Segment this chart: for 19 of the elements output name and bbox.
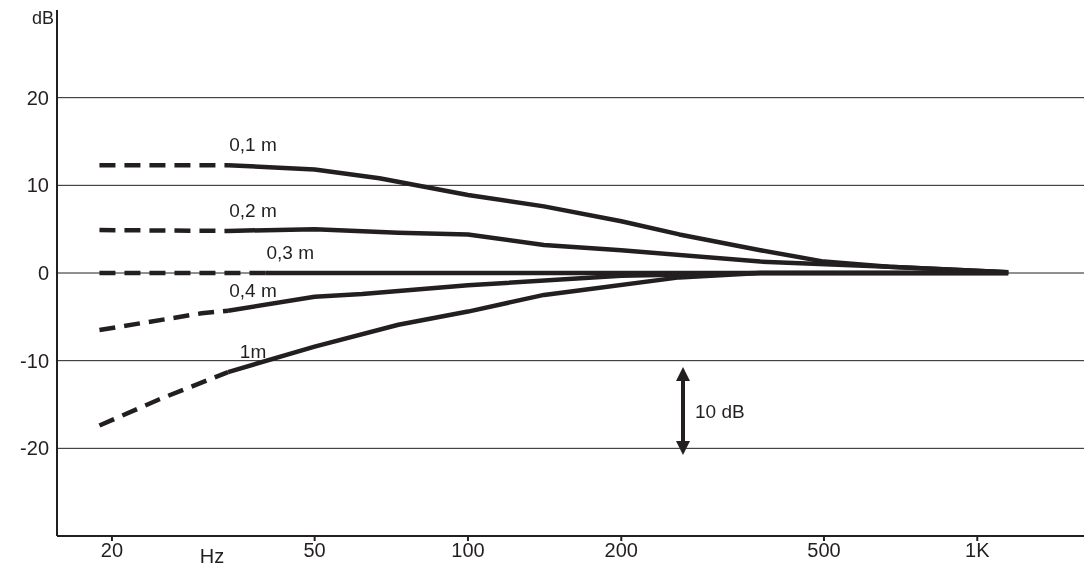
- y-tick-label: 20: [26, 86, 49, 109]
- annotation: 10 dB: [695, 401, 745, 422]
- y-tick-label: -10: [20, 349, 49, 372]
- x-tick-label: 200: [604, 539, 638, 562]
- x-tick-label: 20: [100, 539, 124, 562]
- series-label: 0,4 m: [229, 279, 277, 301]
- y-tick-label: 10: [26, 174, 49, 197]
- y-axis-title: dB: [31, 8, 55, 28]
- x-tick-label: 500: [807, 539, 841, 562]
- x-tick-label: 1K: [965, 539, 991, 562]
- y-tick-label: 0: [37, 262, 49, 285]
- series-label: 0,2 m: [229, 199, 277, 221]
- series-label: 1m: [239, 341, 267, 363]
- y-tick-label: -20: [20, 437, 49, 460]
- x-axis-title: Hz: [199, 545, 225, 567]
- x-tick-label: 50: [303, 539, 326, 562]
- x-tick-label: 100: [451, 539, 485, 562]
- series-label: 0,3 m: [266, 242, 315, 263]
- series-label: 0,1 m: [229, 134, 277, 156]
